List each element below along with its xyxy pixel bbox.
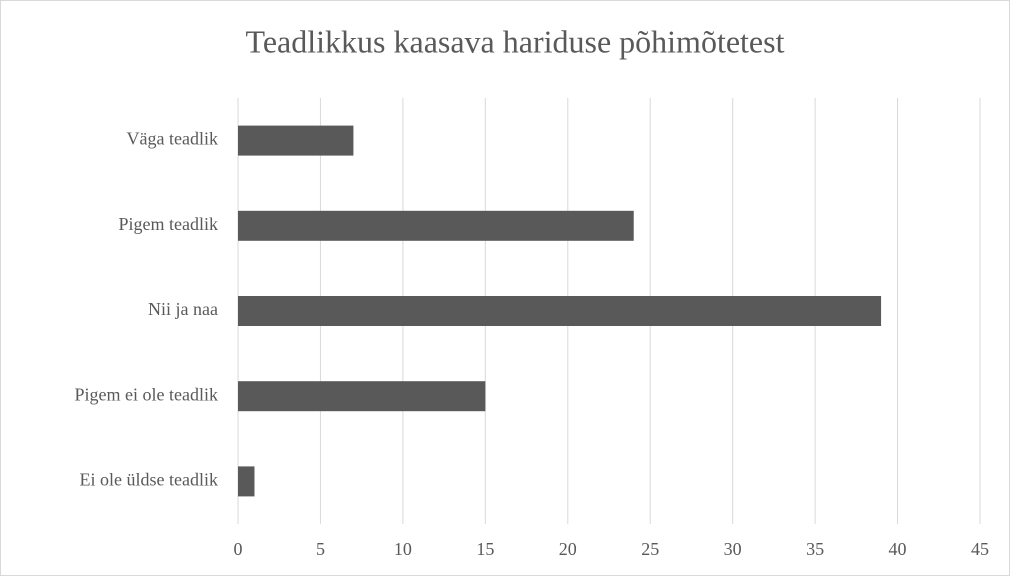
x-tick-label: 45 (971, 539, 989, 559)
y-tick-label: Väga teadlik (127, 129, 218, 149)
x-tick-label: 30 (724, 539, 742, 559)
x-tick-label: 20 (559, 539, 577, 559)
bar (238, 381, 486, 412)
bar (238, 125, 354, 156)
x-tick-label: 40 (889, 539, 907, 559)
chart-title: Teadlikkus kaasava hariduse põhimõtetest (246, 23, 785, 59)
x-tick-label: 35 (806, 539, 824, 559)
x-tick-label: 25 (641, 539, 659, 559)
y-tick-label: Pigem ei ole teadlik (75, 384, 218, 404)
y-tick-label: Nii ja naa (148, 299, 218, 319)
bar (238, 210, 634, 241)
x-tick-label: 5 (316, 539, 325, 559)
x-tick-label: 10 (394, 539, 412, 559)
y-tick-label: Pigem teadlik (119, 214, 218, 234)
x-tick-label: 0 (234, 539, 243, 559)
y-tick-label: Ei ole üldse teadlik (80, 470, 218, 490)
x-tick-label: 15 (476, 539, 494, 559)
bar (238, 466, 255, 497)
bar (238, 296, 882, 326)
